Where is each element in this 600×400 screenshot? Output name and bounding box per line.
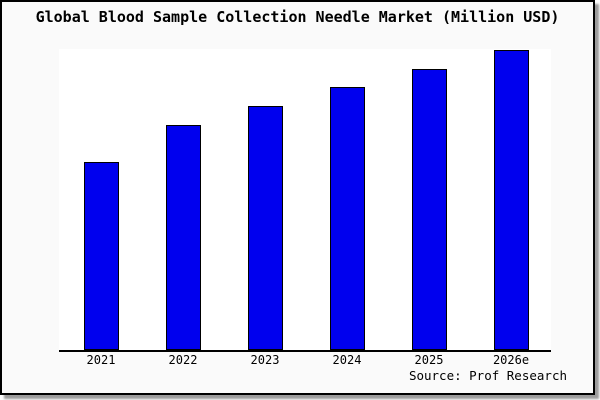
chart-title: Global Blood Sample Collection Needle Ma… [35, 8, 560, 26]
bar-2024 [329, 87, 365, 350]
bar-2021 [83, 162, 119, 350]
chart-frame: Global Blood Sample Collection Needle Ma… [0, 0, 595, 395]
x-tick-label-2023: 2023 [250, 353, 280, 367]
bar-2025 [411, 69, 447, 350]
x-tick-label-2024: 2024 [332, 353, 362, 367]
x-tick-label-2025: 2025 [414, 353, 444, 367]
bar-2023 [247, 106, 283, 350]
bar-2026e [493, 50, 529, 350]
bar-2022 [165, 125, 201, 350]
x-axis-labels: 2021 2022 2023 2024 2025 2026e [59, 353, 551, 369]
x-tick-label-2022: 2022 [168, 353, 198, 367]
source-label: Source: Prof Research [408, 368, 567, 383]
x-tick-label-2021: 2021 [86, 353, 116, 367]
plot-area [59, 49, 551, 352]
x-tick-label-2026e: 2026e [492, 353, 530, 367]
